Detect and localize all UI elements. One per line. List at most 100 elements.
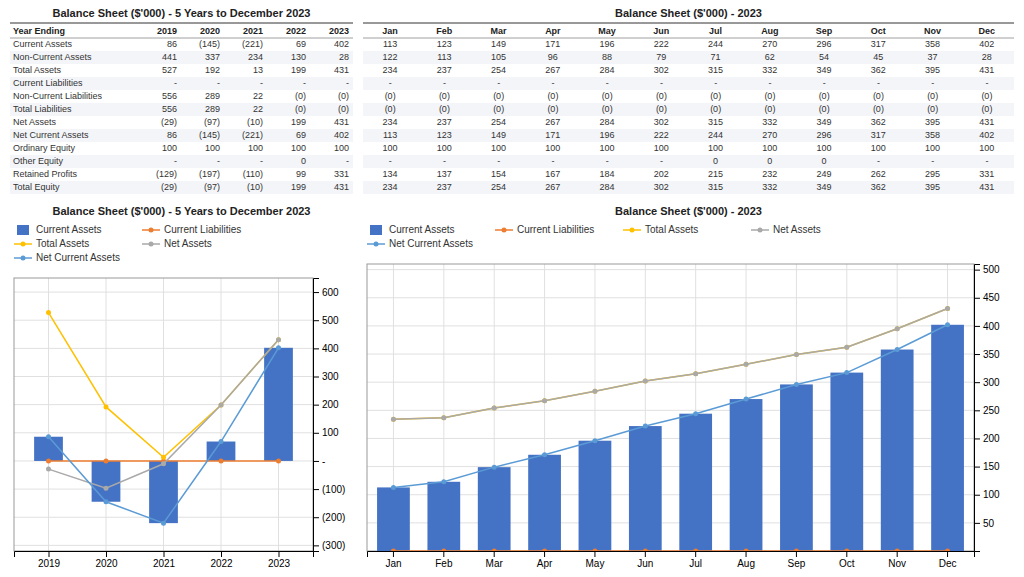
legend-marker [502, 228, 507, 233]
marker [492, 549, 497, 552]
table-cell: 100 [654, 143, 669, 153]
legend-label: Net Assets [164, 238, 212, 249]
legend-marker [630, 228, 635, 233]
tick: 100 [313, 427, 339, 438]
table-cell: 0 [713, 156, 718, 166]
table-cell: 527 [162, 65, 177, 75]
tick-label: Jul [689, 558, 702, 569]
marker [441, 415, 446, 420]
table-cell: 295 [925, 169, 940, 179]
bar [427, 482, 460, 551]
tick-mark [974, 298, 980, 299]
plot-area [34, 310, 293, 526]
table-cell: 100 [383, 143, 398, 153]
bar [92, 461, 121, 502]
tick-mark [106, 551, 107, 557]
marker [46, 434, 51, 439]
tick: - [313, 456, 325, 467]
marker [391, 485, 396, 490]
tick: Jun [637, 551, 653, 569]
legend-item: Net Current Assets [14, 252, 120, 263]
table-cell: 395 [925, 182, 940, 192]
tick-mark [974, 523, 980, 524]
marker [693, 371, 698, 376]
legend-label: Net Current Assets [36, 252, 120, 263]
tick: 200 [313, 399, 339, 410]
table-cell: 395 [925, 65, 940, 75]
table-cell: (0) [295, 91, 306, 101]
table-cell: 337 [205, 52, 220, 62]
row-label: Retained Profits [13, 169, 78, 179]
table-cell: 171 [545, 39, 560, 49]
tick-label: 200 [983, 433, 1000, 444]
table-cell: 113 [437, 52, 451, 62]
marker [104, 499, 109, 504]
table-cell: 402 [334, 39, 349, 49]
row-band [363, 155, 1014, 168]
table-cell: 100 [925, 143, 940, 153]
table-cell: - [443, 78, 446, 88]
table-cell: 100 [491, 143, 506, 153]
table-cell: 289 [205, 104, 220, 114]
table-cell: - [714, 78, 717, 88]
tick-label: (100) [322, 484, 345, 495]
table-cell: 249 [817, 169, 832, 179]
marker [794, 549, 799, 552]
tick-mark [846, 551, 847, 557]
marker [219, 402, 224, 407]
tick: 150 [974, 461, 1000, 472]
tick-label: 300 [322, 371, 339, 382]
table-cell: (0) [710, 91, 721, 101]
table-cell: 317 [871, 39, 886, 49]
y-axis: (300)(200)(100)-100200300400500600 [313, 279, 345, 552]
tick-mark [897, 551, 898, 557]
row-band [363, 103, 1014, 116]
table-cell: (97) [204, 117, 220, 127]
table-cell: 349 [817, 117, 832, 127]
table-cell: 100 [291, 143, 306, 153]
header-rule [363, 38, 1014, 39]
table-cell: (0) [439, 91, 450, 101]
table-cell: 296 [817, 39, 832, 49]
table-cell: (0) [873, 104, 884, 114]
grid-line [367, 269, 974, 270]
marker [492, 406, 497, 411]
table-cell: 402 [979, 130, 994, 140]
marker [945, 322, 950, 327]
table-cell: 199 [291, 117, 306, 127]
tick-mark [313, 517, 319, 518]
row-label: Total Assets [13, 65, 62, 75]
table-cell: (10) [247, 182, 263, 192]
marker [794, 382, 799, 387]
row-label: Non-Current Assets [13, 52, 92, 62]
table-cell: 99 [296, 169, 306, 179]
row-band [10, 103, 353, 116]
marker [391, 417, 396, 422]
legend-marker [21, 242, 26, 247]
bar [629, 426, 662, 551]
tick-label: 2022 [210, 558, 233, 569]
table-cell: 62 [765, 52, 775, 62]
tick: (200) [313, 512, 345, 523]
table-cell: - [217, 78, 220, 88]
tick-label: 150 [983, 461, 1000, 472]
row-band [10, 181, 353, 194]
legend-marker [21, 256, 26, 261]
table-cell: 88 [602, 52, 612, 62]
tick-label: May [585, 558, 604, 569]
marker [276, 337, 281, 342]
legend-item: Current Liabilities [142, 224, 241, 235]
line [49, 340, 279, 489]
table-cell: 123 [437, 130, 452, 140]
marker [592, 549, 597, 552]
legend-label: Current Liabilities [164, 224, 241, 235]
row-band [10, 77, 353, 90]
tick: Oct [839, 551, 855, 569]
table-cell: 284 [600, 182, 615, 192]
marker [693, 411, 698, 416]
tick-mark [645, 551, 646, 557]
tick: 400 [974, 321, 1000, 332]
row-band [363, 77, 1014, 90]
marker [844, 370, 849, 375]
column-header: Jan [382, 26, 398, 36]
